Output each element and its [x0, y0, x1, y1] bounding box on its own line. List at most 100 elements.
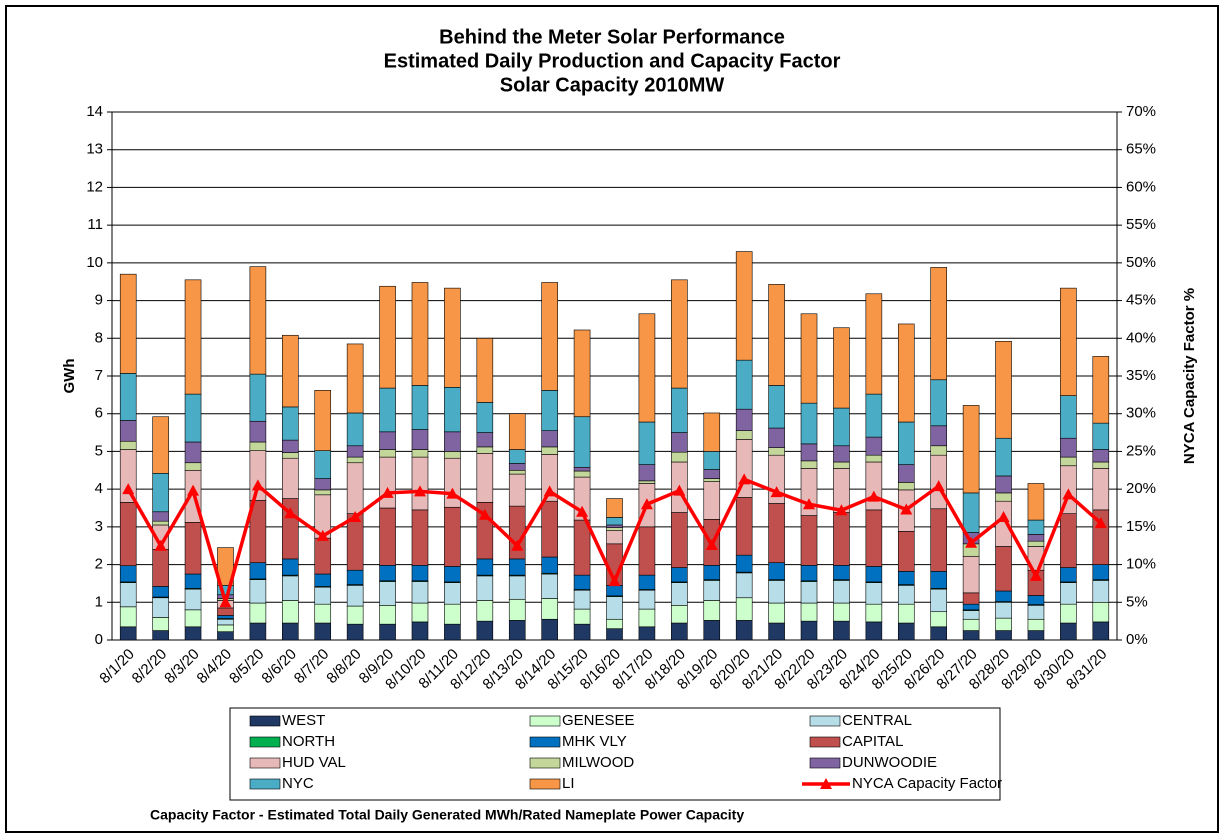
cf-marker: [673, 484, 686, 496]
y2-tick-label: 60%: [1126, 178, 1156, 195]
bar-segment: [962, 618, 980, 631]
bar-segment: [249, 622, 267, 641]
bar-segment: [606, 618, 623, 629]
y-tick-label: 11: [87, 216, 103, 233]
y2-tick-label: 50%: [1126, 254, 1156, 271]
bar-segment: [800, 402, 818, 445]
bar-segment: [508, 505, 526, 560]
cf-marker: [1029, 569, 1042, 581]
bar-segment: [1060, 513, 1077, 568]
y-tick-label: 6: [95, 405, 103, 422]
bar-segment: [573, 608, 591, 625]
bar-segment: [282, 406, 299, 441]
bar-segment: [444, 431, 461, 452]
bar-segment: [119, 420, 137, 442]
bar-segment: [476, 558, 494, 576]
bar-segment: [833, 512, 850, 566]
bar-segment: [508, 558, 526, 576]
bar-segment: [379, 623, 396, 641]
bar-segment: [1027, 540, 1045, 547]
bar-segment: [444, 457, 461, 508]
bar-segment: [735, 251, 753, 361]
cf-marker: [705, 538, 718, 550]
y-tick-label: 7: [95, 367, 103, 384]
bar-segment: [411, 509, 429, 566]
bar-segment: [995, 475, 1012, 494]
y-tick-label: 3: [95, 518, 103, 535]
bar-segment: [833, 407, 850, 447]
bar-segment: [703, 478, 721, 482]
bar-segment: [638, 480, 656, 484]
bar-segment: [476, 337, 494, 403]
bar-segment: [865, 582, 883, 605]
bar-segment: [217, 607, 234, 616]
bar-segment: [217, 631, 234, 641]
y2-axis-label: NYCA Capacity Factor %: [1181, 288, 1198, 464]
bar-segment: [735, 572, 753, 599]
bar-segment: [703, 412, 721, 452]
legend-label: MHK VLY: [562, 733, 627, 750]
bar-segment: [735, 620, 753, 641]
bar-segment: [606, 530, 623, 545]
bar-segment: [800, 581, 818, 604]
bar-segment: [346, 569, 364, 585]
bar-segment: [476, 402, 494, 433]
y-axis-label: GWh: [61, 359, 78, 394]
bar-segment: [1027, 534, 1045, 542]
bar-segment: [508, 575, 526, 600]
y2-tick-label: 65%: [1126, 141, 1156, 158]
y-tick-label: 0: [95, 631, 103, 648]
bar-segment: [768, 580, 785, 604]
legend-swatch: [249, 778, 281, 790]
legend-swatch: [529, 778, 561, 790]
bar-segment: [346, 585, 364, 607]
bar-segment: [800, 313, 818, 404]
cf-marker: [770, 486, 783, 498]
bar-segment: [541, 556, 558, 574]
bar-segment: [1060, 582, 1077, 605]
bar-segment: [249, 579, 267, 604]
bar-segment: [638, 526, 656, 576]
bar-segment: [411, 282, 429, 386]
bar-segment: [638, 574, 656, 590]
bar-segment: [995, 437, 1012, 477]
bar-segment: [962, 592, 980, 605]
bar-segment: [282, 622, 299, 641]
bar-segment: [1092, 468, 1110, 511]
bar-segment: [865, 461, 883, 511]
bar-segment: [411, 565, 429, 582]
bar-segment: [411, 429, 429, 450]
bar-segment: [314, 622, 332, 641]
y-tick-label: 5: [95, 442, 103, 459]
bar-segment: [800, 602, 818, 622]
bar-segment: [768, 284, 785, 386]
bar-segment: [444, 506, 461, 567]
bar-segment: [573, 623, 591, 641]
legend-label: NYC: [282, 775, 314, 792]
bar-segment: [897, 585, 915, 605]
bar-segment: [962, 555, 980, 594]
bar-segment: [800, 565, 818, 582]
bar-segment: [346, 445, 364, 458]
y-tick-label: 14: [86, 103, 103, 120]
bar-segment: [768, 503, 785, 563]
bar-segment: [282, 575, 299, 601]
bar-segment: [1092, 580, 1110, 603]
bar-segment: [379, 456, 396, 509]
legend-swatch: [529, 757, 561, 769]
bar-segment: [833, 565, 850, 580]
bar-segment: [508, 473, 526, 507]
bar-segment: [379, 285, 396, 389]
bar-segment: [1027, 519, 1045, 535]
bar-segment: [476, 620, 494, 641]
bar-segment: [249, 450, 267, 501]
bar-segment: [152, 511, 169, 522]
bar-segment: [962, 630, 980, 641]
y2-tick-label: 0%: [1126, 631, 1148, 648]
bar-segment: [444, 287, 461, 388]
cf-marker: [187, 484, 200, 496]
bar-segment: [541, 390, 558, 431]
bar-segment: [703, 469, 721, 479]
bar-segment: [995, 617, 1012, 631]
y-tick-label: 9: [95, 292, 103, 309]
